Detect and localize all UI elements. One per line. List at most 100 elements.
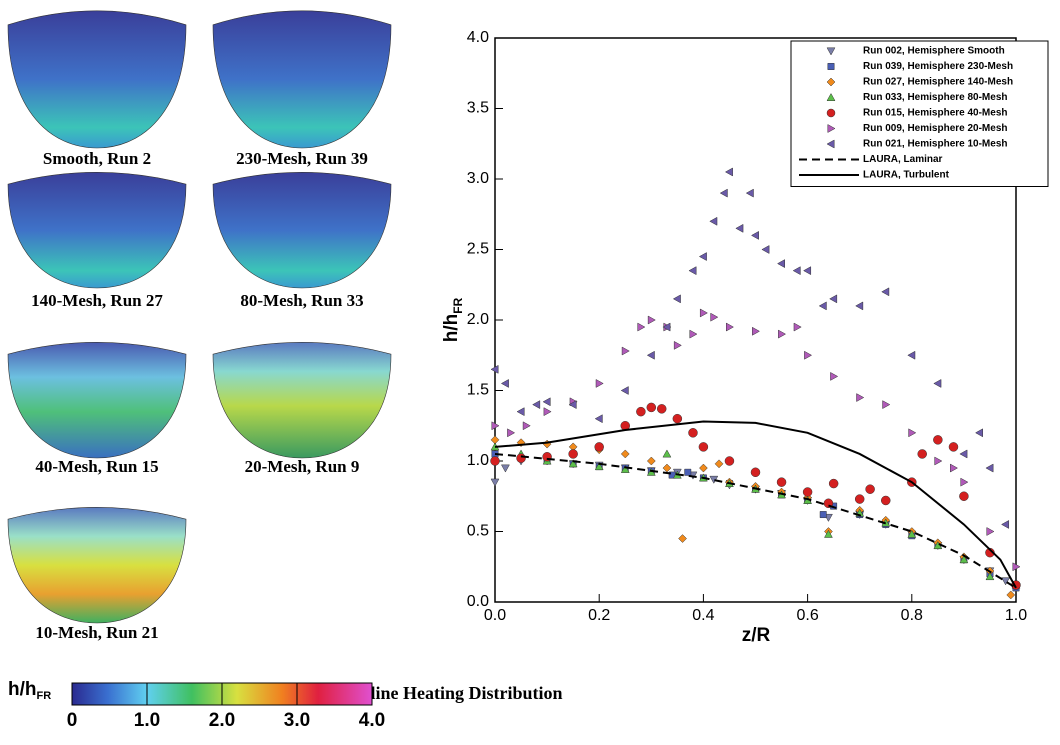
data-point	[724, 456, 735, 466]
colorbar-label-sub: FR	[37, 690, 52, 702]
data-point	[516, 407, 525, 417]
data-point	[568, 449, 578, 459]
data-point	[594, 442, 604, 452]
hemisphere	[7, 10, 187, 149]
data-point	[568, 400, 577, 410]
x-tick-label: 0.6	[796, 607, 818, 624]
data-point	[620, 464, 630, 473]
data-point	[673, 340, 682, 350]
hemisphere	[7, 342, 187, 459]
y-axis-label: h/hFR	[441, 297, 465, 342]
x-tick-label: 0.0	[484, 607, 506, 624]
legend-label: Run 021, Hemisphere 10-Mesh	[863, 139, 1008, 150]
data-point	[662, 322, 671, 332]
legend-symbol	[826, 47, 836, 56]
hemisphere	[212, 172, 392, 289]
panel-caption: 20-Mesh, Run 9	[245, 457, 360, 476]
y-tick-label: 0.0	[467, 593, 489, 610]
hemisphere	[7, 507, 187, 624]
data-point	[646, 402, 657, 413]
data-point	[698, 252, 707, 261]
data-point	[594, 462, 604, 471]
data-point	[672, 294, 681, 304]
data-point	[865, 484, 875, 494]
panel-caption: Smooth, Run 2	[43, 149, 151, 168]
data-point	[830, 371, 839, 381]
data-point	[646, 350, 655, 360]
data-point	[1001, 520, 1010, 529]
data-point	[568, 459, 578, 468]
data-point	[975, 428, 983, 438]
data-point	[543, 407, 552, 417]
data-point	[745, 188, 754, 198]
data-point	[948, 442, 959, 452]
hemisphere	[7, 172, 187, 289]
data-point	[500, 379, 509, 388]
data-point	[689, 329, 698, 339]
y-tick-label: 0.5	[467, 523, 489, 540]
y-tick-label: 2.0	[467, 311, 489, 328]
data-point	[647, 315, 656, 325]
data-point	[1006, 590, 1016, 600]
data-point	[854, 494, 865, 504]
data-point	[959, 449, 968, 459]
y-tick-label: 1.5	[467, 382, 489, 399]
panel-caption: 40-Mesh, Run 15	[35, 457, 158, 476]
legend-symbol	[826, 139, 835, 149]
data-point	[793, 322, 802, 332]
data-point	[933, 379, 942, 388]
legend-symbol	[827, 63, 835, 70]
data-point	[933, 435, 943, 445]
data-point	[594, 414, 603, 424]
data-point	[710, 312, 719, 322]
data-point	[792, 266, 801, 276]
colorbar-label: h/hFR	[8, 679, 51, 702]
data-point	[678, 534, 687, 543]
data-point	[761, 245, 770, 254]
data-point	[714, 459, 724, 469]
data-point	[802, 487, 813, 497]
data-point	[855, 301, 864, 311]
data-point	[818, 301, 827, 311]
data-point	[620, 386, 629, 395]
data-point	[986, 527, 995, 536]
data-point	[688, 266, 697, 276]
data-point	[684, 468, 692, 476]
data-point	[819, 511, 827, 519]
data-point	[959, 491, 969, 501]
legend-label: LAURA, Laminar	[863, 154, 943, 165]
data-point	[917, 449, 927, 459]
data-point	[522, 421, 531, 431]
data-point	[699, 463, 708, 473]
panel-caption: 80-Mesh, Run 33	[240, 291, 363, 310]
data-point	[752, 326, 761, 336]
legend-label: Run 039, Hemisphere 230-Mesh	[863, 61, 1013, 72]
legend-label: LAURA, Turbulent	[863, 170, 950, 181]
panel-caption: 140-Mesh, Run 27	[31, 291, 163, 310]
legend-label: Run 033, Hemisphere 80-Mesh	[863, 92, 1008, 103]
data-point	[856, 393, 865, 402]
colorbar-tick-label: 4.0	[359, 710, 385, 731]
data-point	[507, 428, 516, 438]
data-point	[688, 428, 698, 438]
y-axis-label-sub: FR	[451, 297, 465, 313]
data-point	[750, 230, 759, 240]
data-point	[777, 259, 785, 269]
data-point	[490, 456, 500, 466]
data-point	[828, 478, 839, 489]
data-point	[881, 287, 890, 297]
data-line	[494, 452, 1017, 589]
colorbar-label-main: h/h	[8, 679, 37, 700]
data-point	[595, 379, 604, 388]
colorbar-tick-label: 1.0	[134, 710, 160, 731]
colorbar-tick-label: 3.0	[284, 710, 310, 731]
data-line	[494, 420, 1017, 589]
legend-symbol	[827, 124, 836, 133]
x-axis-label: z/R	[742, 625, 771, 646]
data-point	[829, 294, 838, 304]
data-point	[804, 350, 813, 360]
data-point	[934, 456, 943, 466]
data-point	[621, 346, 630, 356]
hemisphere	[212, 10, 392, 149]
y-tick-label: 2.5	[467, 241, 489, 258]
